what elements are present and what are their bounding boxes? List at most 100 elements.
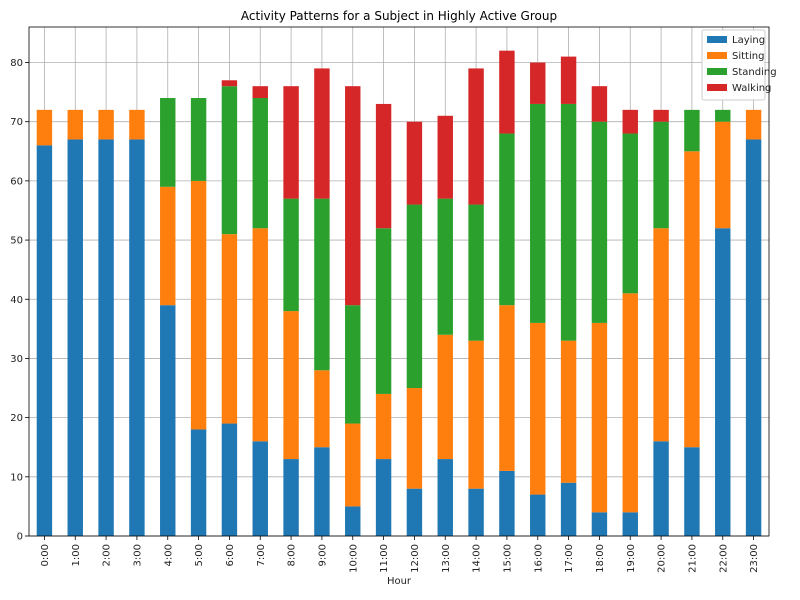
- legend: Laying Sitting Standing Walking: [701, 29, 777, 101]
- x-tick-label: 15:00: [502, 544, 513, 573]
- bar-sitting-2300: [745, 109, 762, 140]
- legend-label-sitting: Sitting: [732, 51, 764, 62]
- x-axis-label: Hour: [387, 576, 412, 587]
- bar-sitting-600: [221, 234, 238, 424]
- bar-laying-2300: [745, 139, 762, 536]
- x-tick-label: 8:00: [287, 544, 298, 566]
- bar-sitting-200: [98, 109, 114, 140]
- bar-laying-2000: [653, 441, 669, 536]
- y-tick-label: 10: [10, 472, 23, 483]
- legend-box: [701, 29, 766, 101]
- bar-laying-800: [283, 459, 299, 536]
- y-tick-label: 20: [10, 413, 23, 424]
- bar-laying-1300: [437, 459, 453, 536]
- x-tick-label: 4:00: [163, 544, 174, 566]
- y-tick-label: 70: [10, 117, 23, 128]
- bar-sitting-1200: [406, 388, 423, 489]
- bar-sitting-1000: [345, 423, 361, 507]
- bar-sitting-1800: [591, 322, 608, 513]
- bar-standing-1100: [375, 228, 392, 394]
- x-tick-label: 22:00: [718, 544, 729, 573]
- y-tick-label: 40: [10, 295, 23, 306]
- bar-laying-1400: [468, 488, 484, 536]
- y-tick-label: 30: [10, 354, 23, 365]
- bar-walking-1900: [622, 109, 638, 134]
- bar-standing-1600: [530, 103, 546, 323]
- x-tick-label: 2:00: [102, 544, 113, 566]
- bar-sitting-700: [252, 228, 268, 442]
- bar-sitting-1900: [622, 293, 638, 513]
- bar-sitting-2000: [653, 228, 669, 442]
- bar-standing-1500: [499, 133, 515, 306]
- bar-laying-1200: [406, 488, 423, 536]
- bar-standing-400: [160, 98, 176, 187]
- bar-standing-1700: [560, 103, 577, 341]
- x-tick-label: 13:00: [441, 544, 452, 573]
- bar-walking-1700: [560, 56, 577, 104]
- bar-sitting-900: [314, 370, 330, 448]
- bar-standing-2100: [684, 109, 700, 152]
- bar-standing-1300: [437, 198, 453, 335]
- bar-laying-1900: [622, 512, 638, 536]
- x-tick-label: 16:00: [533, 544, 544, 573]
- x-tick-label: 5:00: [194, 544, 205, 566]
- x-tick-label: 1:00: [71, 544, 82, 566]
- bar-laying-700: [252, 441, 268, 536]
- bar-laying-1000: [345, 506, 361, 536]
- x-tick-label: 7:00: [256, 544, 267, 566]
- bar-laying-1500: [499, 470, 515, 536]
- bar-laying-2100: [684, 447, 700, 536]
- bar-standing-900: [314, 198, 330, 371]
- y-tick-labels: 0 10 20 30 40 50 60 70 80: [10, 58, 29, 543]
- bar-walking-800: [283, 86, 299, 199]
- bar-walking-600: [221, 80, 238, 87]
- bar-laying-900: [314, 447, 330, 536]
- bar-standing-800: [283, 198, 299, 312]
- bar-standing-1800: [591, 121, 608, 323]
- bar-sitting-1300: [437, 334, 453, 460]
- x-tick-label: 10:00: [348, 544, 359, 573]
- bar-walking-1000: [345, 86, 361, 306]
- y-tick-label: 60: [10, 176, 23, 187]
- bar-laying-2200: [715, 228, 731, 537]
- bar-sitting-2200: [715, 121, 731, 229]
- axes: [28, 26, 770, 537]
- bar-walking-1500: [499, 50, 515, 134]
- bars: [36, 50, 762, 537]
- legend-label-walking: Walking: [732, 83, 771, 94]
- chart-title: Activity Patterns for a Subject in Highl…: [241, 9, 557, 23]
- bar-sitting-400: [160, 186, 176, 306]
- plot-frame: [28, 26, 770, 537]
- bar-standing-1200: [406, 204, 423, 389]
- bar-laying-1100: [375, 459, 392, 536]
- x-tick-label: 12:00: [410, 544, 421, 573]
- x-tick-label: 20:00: [657, 544, 668, 573]
- y-tick-label: 50: [10, 236, 23, 247]
- x-tick-label: 0:00: [40, 544, 51, 566]
- bar-standing-1400: [468, 204, 484, 341]
- bar-walking-1100: [375, 103, 392, 229]
- bar-sitting-300: [129, 109, 145, 140]
- bar-laying-1600: [530, 494, 546, 536]
- bar-laying-400: [160, 305, 176, 536]
- bar-walking-1800: [591, 86, 608, 122]
- bar-laying-1800: [591, 512, 608, 536]
- bar-laying-1700: [560, 482, 577, 536]
- bar-walking-1200: [406, 121, 423, 205]
- bar-laying-200: [98, 139, 114, 536]
- x-tick-label: 6:00: [225, 544, 236, 566]
- y-tick-label: 80: [10, 58, 23, 69]
- y-tick-label: 0: [17, 532, 23, 543]
- x-tick-label: 19:00: [626, 544, 637, 573]
- legend-swatch-standing: [707, 68, 727, 75]
- bar-laying-000: [36, 145, 53, 537]
- bar-sitting-100: [67, 109, 83, 140]
- bar-standing-600: [221, 86, 238, 235]
- bar-standing-500: [190, 98, 207, 181]
- x-tick-label: 17:00: [564, 544, 575, 573]
- bar-sitting-1700: [560, 340, 577, 483]
- legend-label-laying: Laying: [732, 35, 765, 46]
- bar-walking-1600: [530, 62, 546, 104]
- bar-walking-2000: [653, 109, 669, 122]
- bar-walking-1300: [437, 115, 453, 199]
